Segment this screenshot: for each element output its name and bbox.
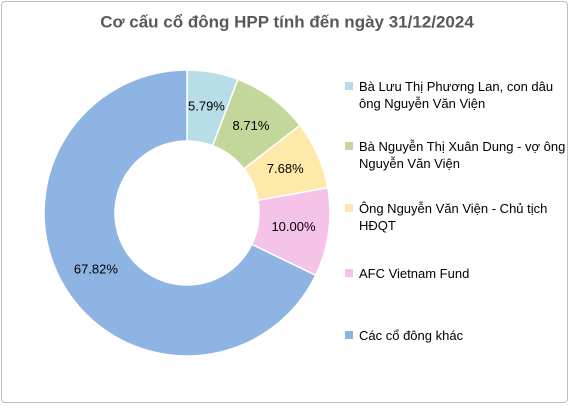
legend-label: Bà Nguyễn Thị Xuân Dung - vợ ông Nguyễn …: [359, 139, 566, 171]
legend-swatch: [345, 269, 353, 277]
legend-entry: Bà Lưu Thị Phương Lan, con dâu ông Nguyễ…: [343, 78, 569, 112]
legend-label: Các cổ đông khác: [359, 328, 464, 343]
legend-swatch: [345, 82, 353, 90]
data-label: 10.00%: [271, 219, 316, 234]
data-label: 67.82%: [74, 262, 119, 277]
legend-label: Bà Lưu Thị Phương Lan, con dâu ông Nguyễ…: [359, 79, 554, 111]
legend-swatch: [345, 331, 353, 339]
data-label: 7.68%: [267, 161, 304, 176]
pie-slice: [43, 69, 317, 357]
legend-entry: Ông Nguyễn Văn Viện - Chủ tịch HĐQT: [343, 200, 569, 234]
legend-label: Ông Nguyễn Văn Viện - Chủ tịch HĐQT: [359, 201, 548, 233]
data-label: 8.71%: [233, 118, 270, 133]
legend-entry: Các cổ đông khác: [343, 327, 569, 344]
legend-entry: Bà Nguyễn Thị Xuân Dung - vợ ông Nguyễn …: [343, 138, 569, 172]
legend-label: AFC Vietnam Fund: [359, 266, 470, 281]
legend-swatch: [345, 142, 353, 150]
data-label: 5.79%: [188, 99, 225, 114]
legend-entry: AFC Vietnam Fund: [343, 265, 569, 282]
legend-swatch: [345, 204, 353, 212]
chart-title: Cơ cấu cổ đông HPP tính đến ngày 31/12/2…: [100, 12, 474, 31]
